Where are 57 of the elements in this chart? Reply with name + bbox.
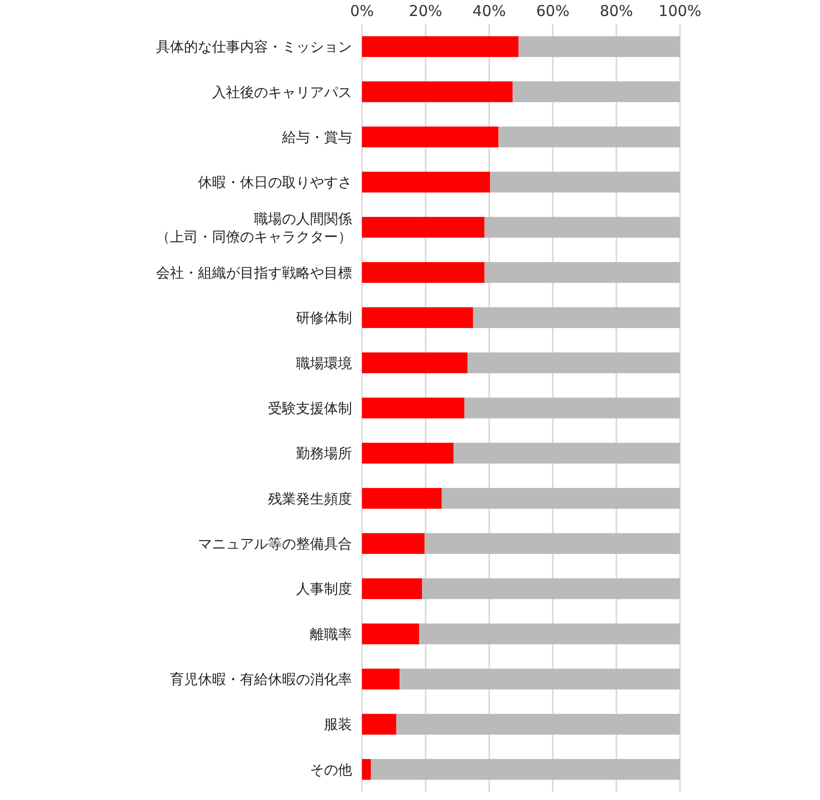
- y-tick-label: 人事制度: [296, 582, 352, 598]
- y-tick-label: 給与・賞与: [281, 130, 352, 146]
- bar: [362, 352, 468, 374]
- bar: [400, 668, 680, 690]
- y-tick-label: 勤務場所: [296, 446, 352, 462]
- bar: [362, 262, 484, 283]
- bar: [468, 352, 680, 374]
- bar: [498, 126, 680, 148]
- y-tick-label: 研修体制: [296, 310, 352, 327]
- x-tick-label: 0%: [350, 2, 374, 20]
- x-tick-label: 20%: [408, 2, 442, 20]
- bar: [362, 398, 464, 418]
- bar: [422, 578, 680, 600]
- bar: [490, 172, 680, 193]
- bar: [419, 623, 680, 644]
- bar: [484, 262, 680, 283]
- bar: [362, 307, 473, 328]
- y-tick-label: 受験支援体制: [268, 401, 352, 417]
- bar: [362, 81, 513, 102]
- y-tick-label: マニュアル等の整備具合: [198, 536, 352, 553]
- bar: [362, 623, 420, 644]
- x-tick-label: 40%: [472, 2, 506, 20]
- x-tick-label: 80%: [600, 2, 634, 20]
- bar: [362, 216, 484, 238]
- bar: [362, 759, 371, 780]
- y-tick-label: 会社・組織が目指す戦略や目標: [156, 265, 352, 282]
- bar: [362, 714, 396, 735]
- bar: [362, 578, 422, 600]
- y-tick-label: 残業発生頻度: [268, 491, 352, 508]
- bar: [484, 216, 680, 238]
- y-tick-label: 具体的な仕事内容・ミッション: [156, 40, 352, 56]
- bar: [512, 81, 680, 102]
- x-tick-label: 100%: [658, 2, 702, 20]
- x-tick-label: 60%: [536, 2, 570, 20]
- bar: [362, 172, 490, 193]
- y-tick-label: 離職率: [310, 626, 352, 643]
- bar: [464, 398, 680, 418]
- bar: [396, 714, 680, 735]
- bar: [362, 126, 498, 148]
- bar: [362, 533, 425, 554]
- y-tick-label: 育児休暇・有給休暇の消化率: [170, 671, 352, 688]
- bar: [518, 36, 680, 57]
- y-tick-label: 入社後のキャリアパス: [212, 84, 352, 101]
- bar: [362, 442, 454, 464]
- y-tick-label: 休暇・休日の取りやすさ: [198, 175, 352, 192]
- bar: [424, 533, 680, 554]
- y-tick-label: 服装: [324, 717, 352, 734]
- bar: [370, 759, 680, 780]
- y-tick-label: 職場の人間関係（上司・同僚のキャラクター）: [156, 211, 352, 246]
- bar: [442, 488, 680, 509]
- bar: [362, 668, 400, 690]
- bar: [362, 488, 442, 509]
- y-tick-label: その他: [310, 762, 352, 778]
- y-tick-label: 職場環境: [296, 356, 352, 372]
- bar: [362, 36, 518, 57]
- bar: [472, 307, 680, 328]
- bar: [454, 442, 680, 464]
